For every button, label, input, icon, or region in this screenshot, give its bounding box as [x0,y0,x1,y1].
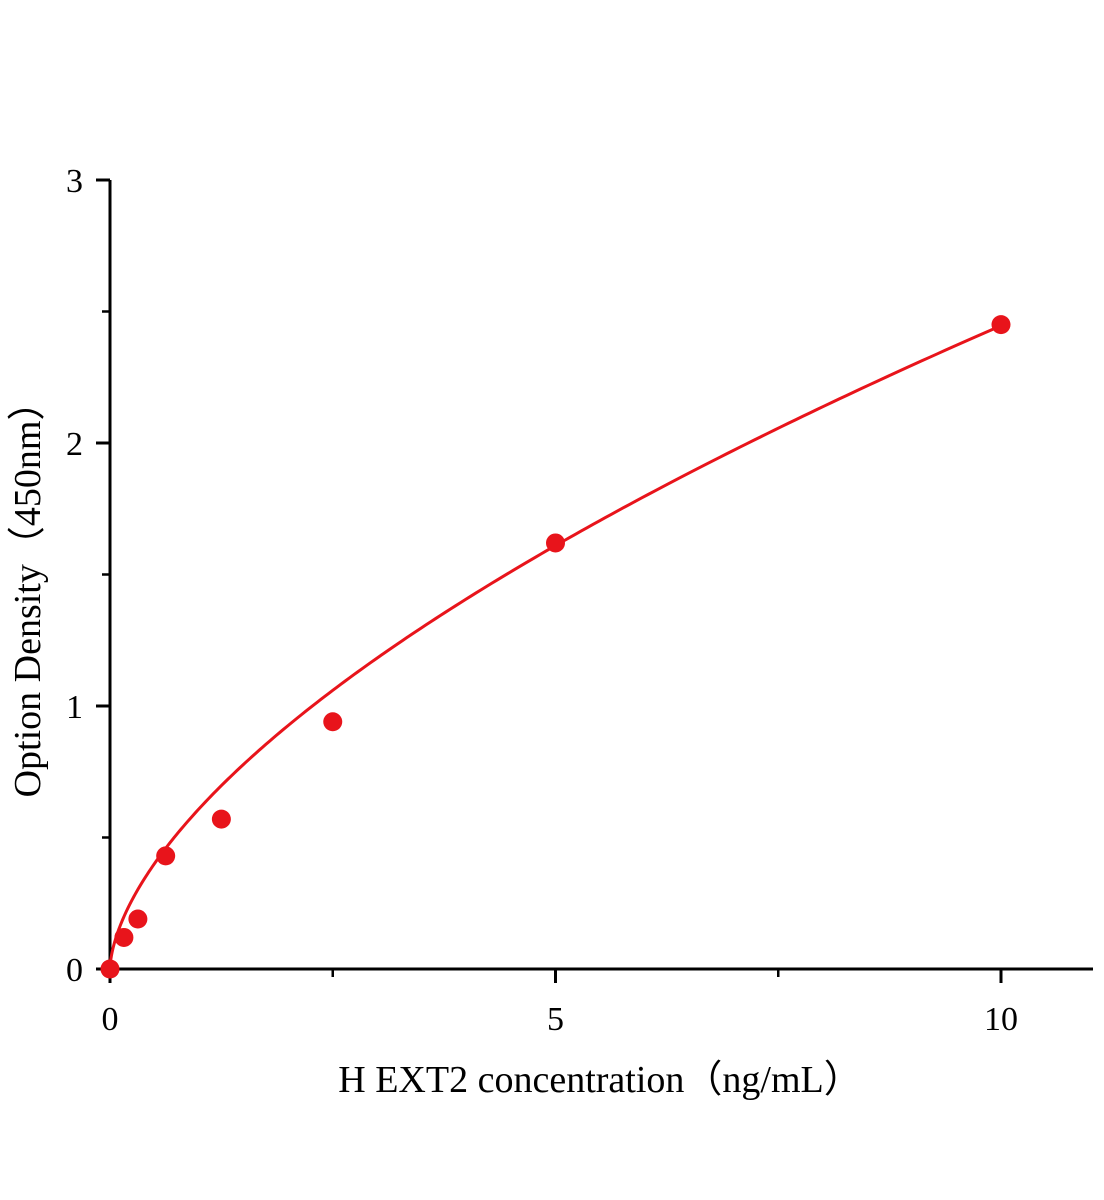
y-tick-label: 1 [66,689,83,726]
x-tick-label: 10 [984,1001,1018,1038]
data-point [323,712,343,732]
y-tick-label: 3 [66,163,83,200]
data-points [100,315,1011,979]
data-point [100,959,120,979]
axes: 0 5 10 0 1 2 3 [66,163,1093,1038]
data-point [156,846,176,866]
data-point [211,809,231,829]
y-axis-ticks: 0 1 2 3 [66,163,110,989]
y-tick-label: 0 [66,952,83,989]
x-tick-label: 0 [102,1001,119,1038]
x-axis-title: H EXT2 concentration（ng/mL） [338,1059,861,1101]
x-tick-label: 5 [547,1001,564,1038]
data-point [991,315,1011,335]
y-axis-title: Option Density（450nm） [7,383,49,798]
data-point [114,927,134,947]
data-point [128,909,148,929]
x-axis-ticks: 0 5 10 [102,969,1018,1038]
fit-curve-line [108,324,1002,970]
data-point [546,533,565,553]
y-tick-label: 2 [66,426,83,463]
